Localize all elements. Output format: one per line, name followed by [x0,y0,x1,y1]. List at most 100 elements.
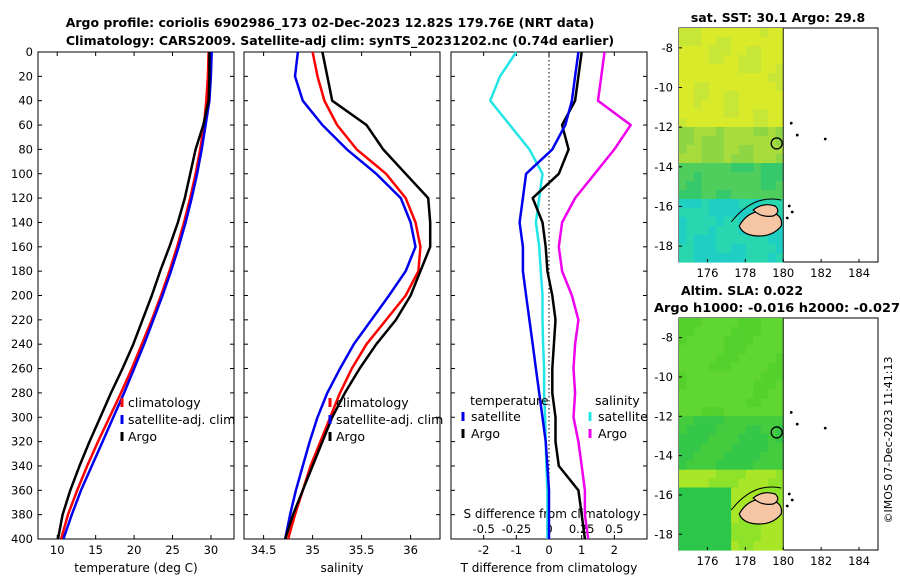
map-cell [679,208,687,218]
map-cell [775,469,784,480]
map-cell [768,199,777,209]
map-cell [746,55,754,65]
map-cell [738,64,747,74]
map-cell [768,487,777,497]
map-cell [693,344,702,355]
map-cell [679,407,687,417]
map-cell [716,100,725,110]
map-cell [760,136,769,146]
map-cell [768,326,777,337]
map-cell [716,28,725,38]
depth-tick-label: 320 [11,435,33,449]
map-cell [723,181,732,191]
map-cell [760,28,769,38]
map-cell [723,226,732,236]
map-cell [760,37,769,47]
map-cell [746,199,754,209]
map-cell [746,344,754,355]
map-cell [708,73,717,83]
map-cell [716,226,725,236]
map-cell [686,127,695,137]
map-cell [693,118,702,128]
map-cell [760,335,769,346]
lon-tick-label: 180 [772,554,794,568]
map-cell [701,505,710,515]
map-cell [701,208,710,218]
map-cell [775,73,784,83]
map-cell [693,37,702,47]
top-tick-label: -0.5 [472,522,494,536]
map-cell [679,505,687,515]
map-cell [686,460,695,471]
map-cell [753,244,762,254]
map-cell [760,253,769,263]
map-cell [738,46,747,56]
map-cell [679,163,687,173]
map-cell [760,109,769,119]
map-cell [723,172,732,182]
lat-tick-label: -16 [654,199,673,213]
map-cell [679,344,687,355]
map-cell [753,487,762,497]
map-cell [723,199,732,209]
lat-tick-label: -14 [654,449,673,463]
map-cell [731,460,740,471]
map-cell [693,181,702,191]
depth-tick-label: 240 [11,337,33,351]
map-cell [731,64,740,74]
map-cell [775,416,784,426]
map-cell [760,442,769,453]
islet [787,492,791,496]
map-cell [716,407,725,417]
map-cell [716,469,725,480]
map-cell [716,318,725,328]
map-cell [708,55,717,65]
map-cell [775,478,784,489]
map-cell [679,487,687,497]
map-cell [731,253,740,263]
map-cell [738,532,747,542]
map-cell [708,217,717,227]
map-cell [753,190,762,200]
map-cell [760,172,769,182]
map-cell [716,362,725,373]
map-cell [753,335,762,346]
x-tick-label: 34.5 [251,543,277,557]
map-cell [679,28,687,38]
map-cell [723,532,732,542]
map-cell [693,73,702,83]
map-cell [723,55,732,65]
map-cell [693,398,702,408]
map-cell [731,82,740,92]
map-cell [679,100,687,110]
map-cell [731,514,740,524]
map-cell [775,460,784,471]
map-cell [708,163,717,173]
map-cell [775,208,784,218]
map-cell [753,181,762,191]
map-cell [716,434,725,444]
map-cell [768,181,777,191]
map-cell [679,451,687,462]
map-cell [775,389,784,399]
map-cell [723,460,732,471]
depth-tick-label: 40 [18,94,33,108]
map-cell [701,91,710,101]
map-cell [716,389,725,399]
map-cell [679,136,687,146]
map-cell [746,109,754,119]
map-cell [708,398,717,408]
map-cell [760,478,769,489]
map-cell [693,91,702,101]
map-cell [760,82,769,92]
map-cell [708,208,717,218]
map-cell [731,235,740,245]
map-cell [775,199,784,209]
map-cell [753,469,762,480]
map-cell [686,91,695,101]
map-cell [716,127,725,137]
map-cell [753,46,762,56]
map-cell [716,451,725,462]
map-cell [686,82,695,92]
map-cell [723,127,732,137]
